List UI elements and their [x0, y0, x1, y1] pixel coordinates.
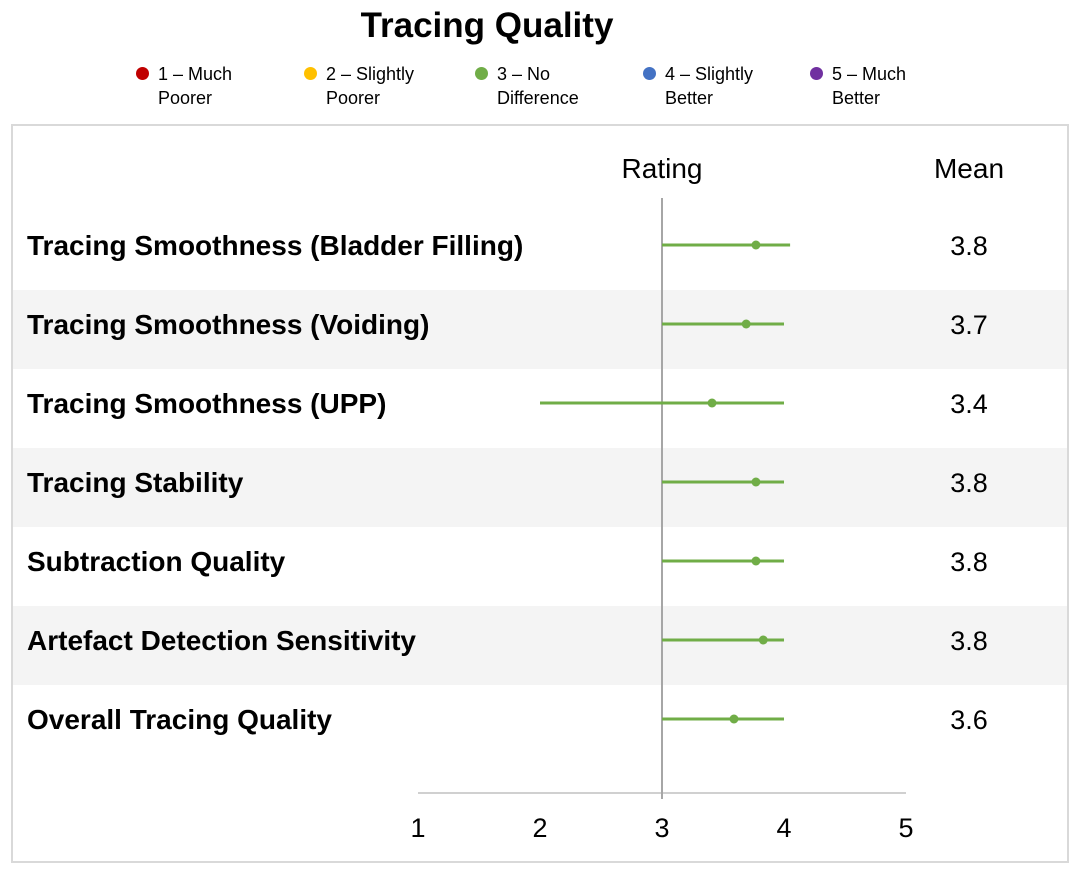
rating-header: Rating	[622, 153, 703, 184]
mean-point	[751, 477, 761, 487]
row-label: Tracing Smoothness (Bladder Filling)	[27, 230, 523, 261]
mean-value: 3.8	[950, 231, 988, 261]
row-band	[13, 448, 1067, 527]
legend-label-line2: Poorer	[158, 88, 213, 108]
x-tick-label: 1	[410, 813, 425, 843]
legend-label-line2: Poorer	[326, 88, 381, 108]
row-label: Artefact Detection Sensitivity	[27, 625, 416, 656]
mean-value: 3.8	[950, 547, 988, 577]
mean-value: 3.7	[950, 310, 988, 340]
row-band	[13, 606, 1067, 685]
row-label: Subtraction Quality	[27, 546, 286, 577]
chart-title: Tracing Quality	[360, 6, 614, 45]
x-tick-label: 3	[654, 813, 669, 843]
mean-value: 3.4	[950, 389, 988, 419]
mean-point	[751, 556, 761, 566]
legend-dot-icon	[810, 67, 823, 80]
legend-dot-icon	[304, 67, 317, 80]
mean-point	[707, 398, 717, 408]
chart-panel: Rating Mean 1 2 3 4 5 Tracing Smoothness (Bladd…	[11, 124, 1069, 863]
legend-label-line2: Better	[665, 88, 714, 108]
mean-point	[751, 240, 761, 250]
x-tick-label: 5	[898, 813, 913, 843]
legend-label-line1: 4 – Slightly	[665, 64, 754, 84]
legend-dot-icon	[643, 67, 656, 80]
legend-dot-icon	[475, 67, 488, 80]
mean-point	[741, 319, 751, 329]
legend-label-line1: 1 – Much	[158, 64, 233, 84]
legend-label-line2: Better	[832, 88, 881, 108]
mean-value: 3.6	[950, 705, 988, 735]
legend-label-line2: Difference	[497, 88, 579, 108]
row-label: Tracing Smoothness (Voiding)	[27, 309, 429, 340]
forest-plot: Rating Mean 1 2 3 4 5 Tracing Smoothness (Bladd…	[13, 153, 1067, 843]
legend-dot-icon	[136, 67, 149, 80]
row-label: Overall Tracing Quality	[27, 704, 332, 735]
x-tick-label: 4	[776, 813, 791, 843]
legend-label-line1: 5 – Much	[832, 64, 907, 84]
mean-value: 3.8	[950, 626, 988, 656]
row-label: Tracing Smoothness (UPP)	[27, 388, 386, 419]
mean-value: 3.8	[950, 468, 988, 498]
x-tick-label: 2	[532, 813, 547, 843]
row-band	[13, 290, 1067, 369]
legend-label-line1: 2 – Slightly	[326, 64, 415, 84]
row-label: Tracing Stability	[27, 467, 244, 498]
mean-point	[729, 714, 739, 724]
mean-header: Mean	[934, 153, 1004, 184]
legend-label-line1: 3 – No	[497, 64, 551, 84]
mean-point	[758, 635, 768, 645]
